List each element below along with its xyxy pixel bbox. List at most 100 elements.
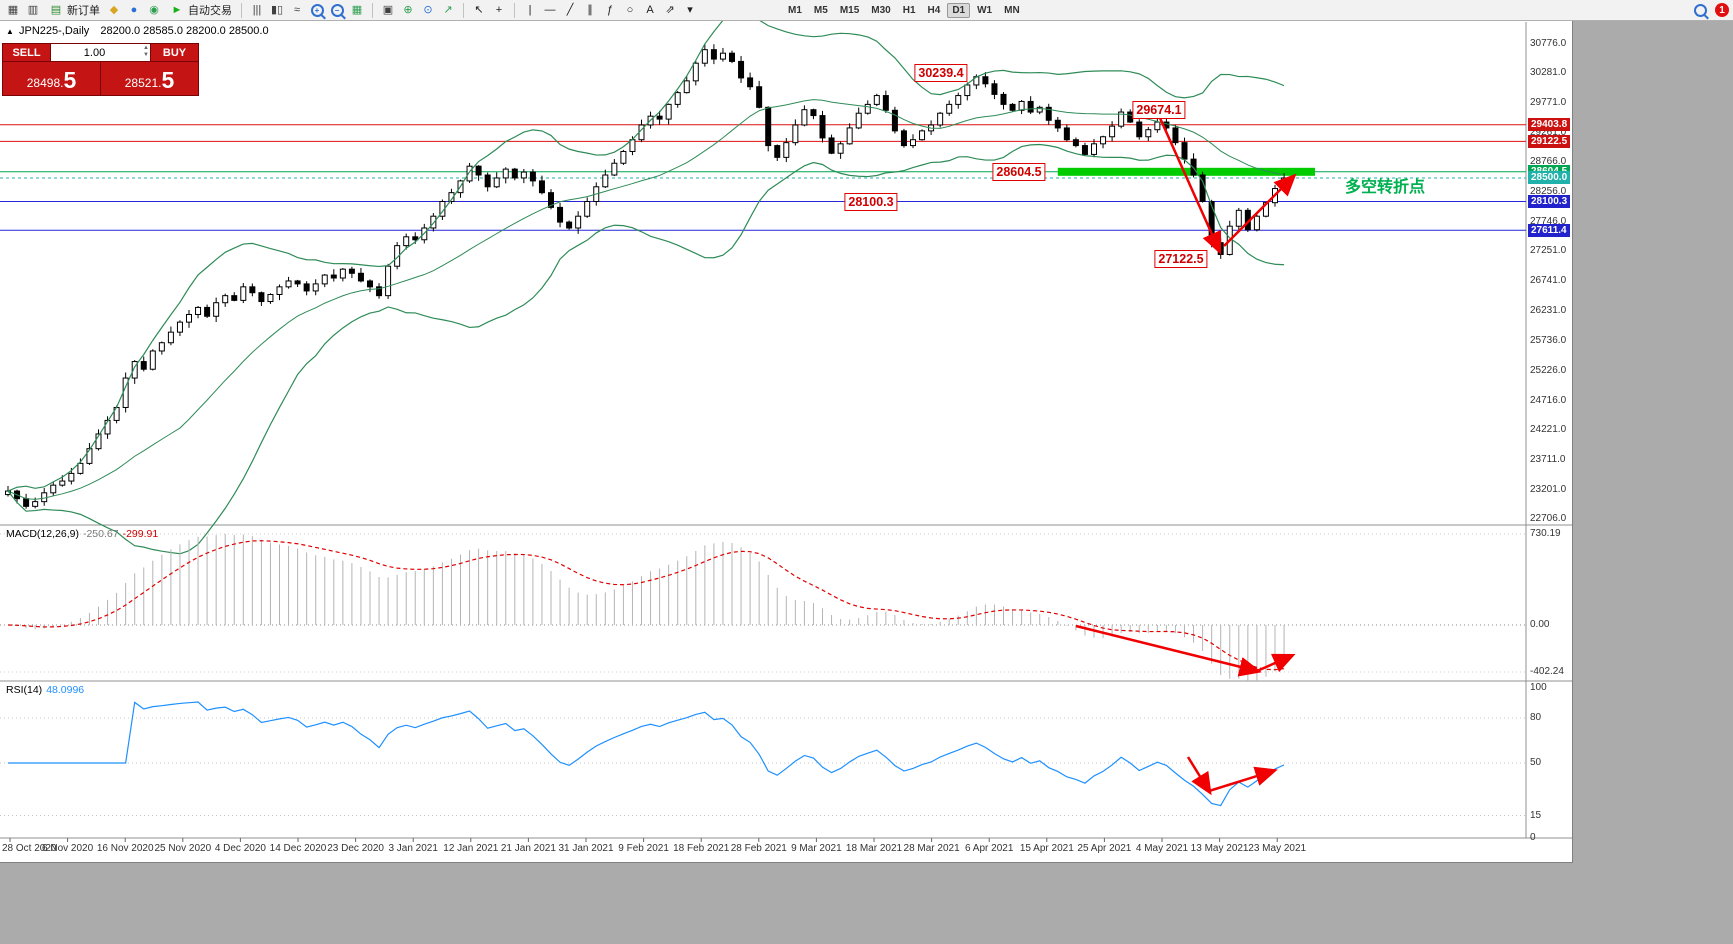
chart-profiles-icon[interactable]: ▥ [27,3,39,16]
new-chart-icon[interactable]: ▦ [7,3,19,16]
toolbar-separator [463,2,464,18]
volume-field: ▲▼ [51,44,150,61]
crosshair-icon[interactable]: + [495,3,503,16]
arrow-objects-icon[interactable]: ⇗ [665,3,675,16]
date-axis-label: 4 May 2021 [1135,843,1189,854]
rsi-name: RSI(14) [6,684,43,696]
date-axis-label: 4 Dec 2020 [214,843,266,854]
notifications-badge[interactable]: 1 [1715,3,1729,17]
new-order-button[interactable]: ▤ 新订单 [44,2,103,19]
buy-price[interactable]: 28521. 5 [101,62,198,95]
timeframe-D1[interactable]: D1 [947,2,971,18]
shapes-icon[interactable]: ○ [626,3,634,16]
zoom-out-icon[interactable]: − [328,2,346,19]
templates-icon[interactable]: ▣ [382,3,394,16]
price-callout: 28100.3 [844,193,898,211]
rsi-axis-label: 15 [1530,809,1542,821]
macd-name: MACD(12,26,9) [6,528,79,540]
price-axis-label: 27251.0 [1530,245,1567,257]
timeframe-M30[interactable]: M30 [871,4,891,16]
sell-button[interactable]: SELL [3,44,50,61]
buy-price-base: 28521. [124,76,162,90]
trendline-icon[interactable]: ╱ [566,3,574,16]
symbol-name: JPN225-,Daily [18,25,90,37]
zoom-in-icon[interactable]: + [308,2,326,19]
date-axis-label: 9 Feb 2021 [618,843,669,854]
spinner-down-icon[interactable]: ▼ [143,52,149,58]
chart-window [0,21,1573,863]
date-axis-label: 25 Apr 2021 [1077,843,1132,854]
date-axis-label: 25 Nov 2020 [154,843,212,854]
macd-label: MACD(12,26,9) -250.67 -299.91 [6,528,162,540]
cursor-icon[interactable]: ↖ [474,3,484,16]
date-axis-label: 23 Dec 2020 [327,843,384,854]
price-axis-label: 29261.0 [1530,127,1567,139]
rsi-label: RSI(14) 48.0996 [6,684,88,696]
date-axis-label: 9 Mar 2021 [791,843,842,854]
price-axis-label: 27746.0 [1530,216,1567,228]
horizontal-line-icon[interactable]: — [544,3,556,16]
date-axis-label: 16 Nov 2020 [96,843,154,854]
date-axis-label: 21 Jan 2021 [500,843,556,854]
price-tag-29403.8: 29403.8 [1528,118,1571,132]
macd-signal-value: -299.91 [122,528,159,540]
date-axis-label: 28 Mar 2021 [903,843,960,854]
global-variables-icon[interactable]: ● [130,3,138,16]
indicators-icon[interactable]: ⊕ [403,3,413,16]
period-clock-icon[interactable]: ⊙ [423,3,433,16]
volume-input[interactable] [51,45,150,60]
equidistant-channel-icon[interactable]: ∥ [587,3,593,16]
auto-trading-button-label: 自动交易 [188,5,232,17]
candlestick-mode-icon[interactable]: ▮▯ [270,3,284,16]
rsi-axis-label: 50 [1530,757,1542,768]
objects-dropdown-icon[interactable]: ▾ [687,3,693,16]
text-label-icon[interactable]: A [646,3,654,16]
fibonacci-icon[interactable]: ƒ [606,3,614,16]
date-axis-label: 31 Jan 2021 [558,843,614,854]
toolbar-separator [514,2,515,18]
sell-price-base: 28498. [26,76,64,90]
price-axis-label: 22706.0 [1530,512,1567,524]
symbol-ohlc: 28200.0 28585.0 28200.0 28500.0 [100,25,269,37]
web-community-icon[interactable]: ◉ [149,3,159,16]
price-axis-label: 23201.0 [1530,483,1567,495]
date-axis-label: 6 Nov 2020 [42,843,94,854]
price-tag-28500.0: 28500.0 [1528,171,1571,185]
date-axis-label: 3 Jan 2021 [388,843,438,854]
chart-title: ▲ JPN225-,Daily 28200.0 28585.0 28200.0 … [6,25,269,37]
line-chart-mode-icon[interactable]: ≈ [293,3,301,16]
symbol-marker-icon: ▲ [6,27,14,36]
price-axis-label: 28766.0 [1530,156,1567,168]
timeframe-H4[interactable]: H4 [927,4,941,16]
buy-button[interactable]: BUY [151,44,198,61]
price-callout: 27122.5 [1154,250,1208,268]
toolbar: ▦ ▥ ▤ 新订单 ◆ ● ◉ ► 自动交易 ||| ▮▯ ≈ + − ▦ ▣ ⊕ ⊙ ↗ ↖ + | — ╱ ∥ ƒ ○ A ⇗ ▾ M1… [0,0,1733,21]
date-axis-label: 18 Mar 2021 [845,843,903,854]
macd-axis-label: 730.19 [1530,528,1561,539]
price-axis-label: 25226.0 [1530,364,1567,376]
volume-spinner[interactable]: ▲ ▼ [143,45,149,59]
strategy-tester-icon[interactable]: ↗ [443,3,453,16]
spinner-up-icon[interactable]: ▲ [143,45,149,51]
vertical-line-icon[interactable]: | [528,3,532,16]
price-tag-27611.4: 27611.4 [1528,223,1570,237]
buy-price-pips: 5 [161,67,175,93]
auto-trading-button[interactable]: ► 自动交易 [165,2,235,19]
new-order-button-icon: ▤ [50,3,62,16]
sell-price[interactable]: 28498. 5 [3,62,100,95]
timeframe-MN[interactable]: MN [1004,4,1020,16]
timeframe-M15[interactable]: M15 [839,4,860,16]
bar-chart-mode-icon[interactable]: ||| [252,3,262,16]
search-icon[interactable] [1691,2,1709,19]
timeframe-W1[interactable]: W1 [977,4,993,16]
tile-windows-icon[interactable]: ▦ [351,3,363,16]
timeframe-M5[interactable]: M5 [813,4,828,16]
rsi-axis-label: 100 [1530,682,1547,693]
history-center-icon[interactable]: ◆ [109,3,119,16]
date-axis-label: 13 May 2021 [1190,843,1249,854]
date-axis-label: 12 Jan 2021 [443,843,499,854]
timeframe-M1[interactable]: M1 [788,4,802,16]
price-axis-label: 30776.0 [1530,38,1567,49]
timeframe-H1[interactable]: H1 [902,4,916,16]
price-axis-label: 24221.0 [1530,423,1567,435]
